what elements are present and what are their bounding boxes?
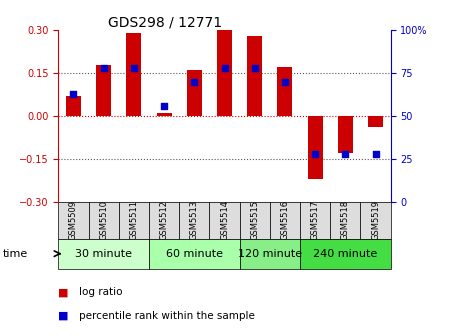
Point: [160, 103, 167, 108]
Bar: [96, 65, 111, 116]
Bar: [240, 239, 300, 269]
Text: 30 minute: 30 minute: [75, 249, 132, 259]
Bar: [119, 202, 149, 239]
Text: time: time: [2, 249, 27, 259]
Bar: [240, 202, 270, 239]
Bar: [157, 113, 172, 116]
Bar: [187, 70, 202, 116]
Text: GSM5512: GSM5512: [159, 200, 168, 240]
Text: GSM5516: GSM5516: [281, 200, 290, 240]
Point: [342, 151, 349, 156]
Bar: [277, 67, 292, 116]
Text: percentile rank within the sample: percentile rank within the sample: [79, 311, 255, 321]
Bar: [209, 202, 240, 239]
Text: GSM5509: GSM5509: [69, 200, 78, 240]
Text: log ratio: log ratio: [79, 287, 122, 297]
Bar: [270, 202, 300, 239]
Point: [100, 65, 107, 71]
Bar: [308, 116, 323, 179]
Text: 240 minute: 240 minute: [313, 249, 378, 259]
Point: [70, 91, 77, 96]
Text: GSM5513: GSM5513: [190, 200, 199, 240]
Bar: [330, 202, 361, 239]
Bar: [338, 116, 353, 153]
Point: [191, 79, 198, 84]
Text: GSM5519: GSM5519: [371, 200, 380, 240]
Bar: [368, 116, 383, 127]
Bar: [217, 30, 232, 116]
Bar: [361, 202, 391, 239]
Text: GSM5511: GSM5511: [129, 200, 138, 240]
Text: GSM5510: GSM5510: [99, 200, 108, 240]
Point: [221, 65, 228, 71]
Bar: [126, 33, 141, 116]
Bar: [58, 239, 149, 269]
Text: GSM5518: GSM5518: [341, 200, 350, 240]
Text: 60 minute: 60 minute: [166, 249, 223, 259]
Text: GDS298 / 12771: GDS298 / 12771: [108, 15, 222, 29]
Bar: [66, 96, 81, 116]
Point: [251, 65, 258, 71]
Bar: [149, 202, 179, 239]
Bar: [300, 202, 330, 239]
Bar: [300, 239, 391, 269]
Bar: [88, 202, 119, 239]
Text: GSM5514: GSM5514: [220, 200, 229, 240]
Text: GSM5515: GSM5515: [250, 200, 259, 240]
Point: [130, 65, 137, 71]
Point: [282, 79, 289, 84]
Text: ■: ■: [58, 287, 69, 297]
Text: ■: ■: [58, 311, 69, 321]
Point: [372, 151, 379, 156]
Point: [312, 151, 319, 156]
Text: GSM5517: GSM5517: [311, 200, 320, 240]
Bar: [149, 239, 240, 269]
Bar: [179, 202, 209, 239]
Bar: [247, 36, 262, 116]
Bar: [58, 202, 88, 239]
Text: 120 minute: 120 minute: [238, 249, 302, 259]
